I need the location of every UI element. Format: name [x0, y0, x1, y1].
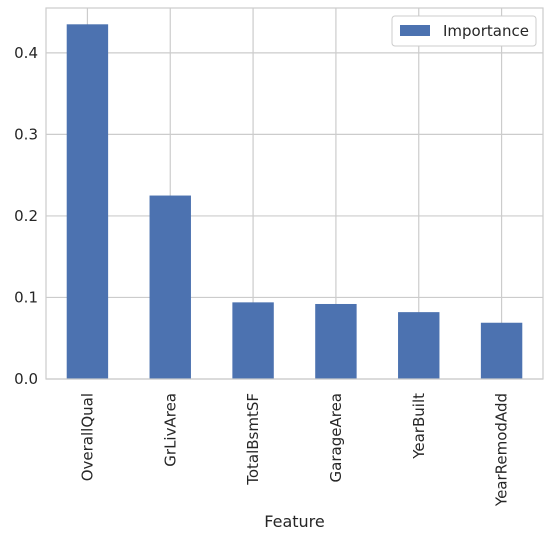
x-tick-label: YearRemodAdd: [493, 393, 511, 507]
x-tick-label: TotalBsmtSF: [244, 393, 262, 486]
x-tick-labels: OverallQual GrLivArea TotalBsmtSF GarageAre…: [78, 393, 510, 507]
y-tick-label: 0.4: [14, 44, 38, 62]
bar-overallqual: [66, 24, 109, 380]
bar-yearbuilt: [398, 312, 440, 379]
y-tick-label: 0.1: [14, 288, 38, 306]
bar-yearremodadd: [480, 322, 523, 379]
y-tick-label: 0.3: [14, 125, 38, 143]
bars: [66, 24, 523, 380]
plot-background: [46, 8, 543, 379]
y-tick-labels: 0.0 0.1 0.2 0.3 0.4: [14, 44, 38, 388]
legend-box: [391, 15, 537, 47]
bar-grlivarea: [149, 195, 191, 379]
plot-frame: [45, 7, 544, 380]
y-tick-label: 0.0: [14, 370, 38, 388]
x-tick-label: YearBuilt: [410, 393, 428, 460]
x-axis-title: Feature: [264, 512, 324, 531]
bar-totalbsmtsf: [232, 302, 274, 379]
legend-label: Importance: [443, 22, 529, 40]
bar-garagearea: [315, 303, 357, 379]
x-tick-label: OverallQual: [78, 393, 96, 481]
x-tick-label: GrLivArea: [161, 393, 179, 467]
x-tick-label: GarageArea: [327, 393, 345, 482]
legend: Importance: [391, 15, 537, 47]
legend-swatch: [400, 25, 430, 36]
y-tick-label: 0.2: [14, 207, 38, 225]
